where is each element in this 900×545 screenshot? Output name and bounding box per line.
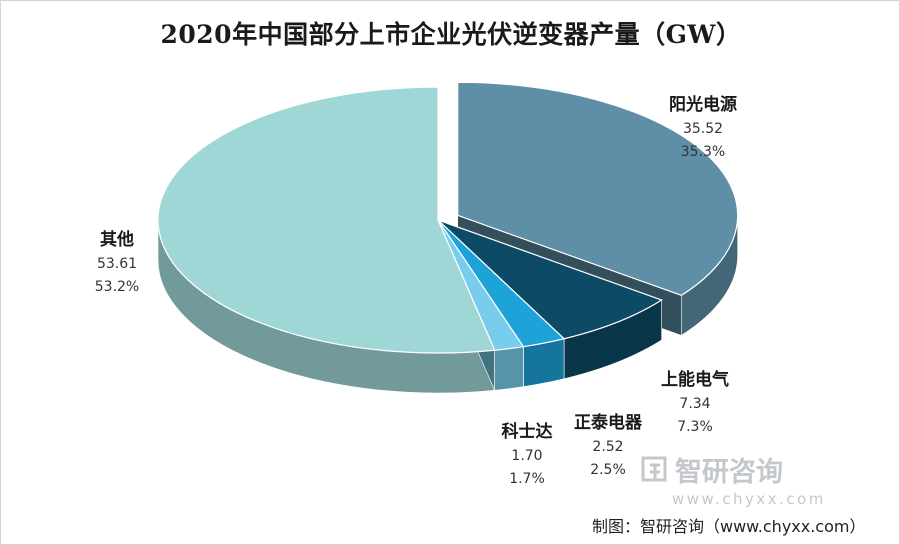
slice-e585b6e4bb96	[157, 86, 496, 354]
pie-top-layer	[157, 81, 739, 354]
data-label-e6ada3e6b3b0e794b5e599a8: 正泰电器 2.52 2.5%	[574, 412, 643, 478]
chart-title: 2020年中国部分上市企业光伏逆变器产量（GW）	[160, 20, 742, 49]
slice-e4b88ae883bde794b5e6b094	[437, 219, 663, 340]
data-label-e7a791e5a3abe8bebe: 科士达 1.70 1.7%	[502, 421, 553, 487]
slice-side-e7a791e5a3abe8bebe	[494, 346, 524, 391]
label-percent: 1.7%	[509, 471, 545, 487]
label-percent: 35.3%	[681, 144, 725, 160]
data-label-e585b6e4bb96: 其他 53.61 53.2%	[95, 229, 139, 295]
label-percent: 2.5%	[590, 462, 626, 478]
label-value: 2.52	[592, 439, 623, 455]
source-note: 制图：智研咨询（www.chyxx.com）	[592, 517, 865, 536]
watermark-url: www.chyxx.com	[672, 490, 826, 508]
watermark-name: 智研咨询	[675, 457, 783, 488]
watermark-logo-icon	[641, 456, 667, 482]
pie-label-layer: 阳光电源 35.52 35.3% 上能电气 7.34 7.3% 正泰电器 2.52 2.5% 科士…	[95, 94, 737, 487]
label-name: 科士达	[502, 421, 553, 442]
data-label-e998b3e58589e794b5e6ba90: 阳光电源 35.52 35.3%	[669, 94, 737, 160]
slice-e998b3e58589e794b5e6ba90	[457, 81, 739, 297]
label-value: 1.70	[511, 448, 542, 464]
label-name: 阳光电源	[669, 94, 737, 115]
label-name: 其他	[100, 229, 134, 250]
watermark: 智研咨询 www.chyxx.com	[641, 456, 826, 508]
label-value: 7.34	[679, 396, 710, 412]
label-percent: 53.2%	[95, 279, 139, 295]
label-name: 正泰电器	[574, 412, 643, 433]
data-label-e4b88ae883bde794b5e6b094: 上能电气 7.34 7.3%	[661, 369, 729, 435]
label-percent: 7.3%	[677, 419, 713, 435]
label-name: 上能电气	[661, 369, 729, 390]
label-value: 35.52	[683, 121, 723, 137]
label-value: 53.61	[97, 256, 137, 272]
